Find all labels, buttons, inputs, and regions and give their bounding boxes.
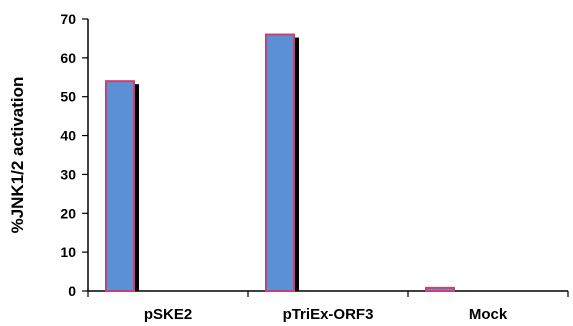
bars (105, 33, 459, 293)
bar-1 (265, 33, 295, 293)
y-tick-label: 0 (68, 283, 76, 299)
category-label: pSKE2 (144, 306, 192, 323)
category-label: Mock (469, 306, 508, 323)
y-tick-label: 40 (60, 128, 76, 144)
category-labels: pSKE2 pTriEx-ORF3 Mock (144, 306, 508, 323)
y-ticks: 0 10 20 30 40 50 60 70 (60, 11, 88, 299)
y-tick-label: 70 (60, 11, 76, 27)
y-tick-label: 20 (60, 205, 76, 221)
y-tick-label: 10 (60, 244, 76, 260)
y-tick-label: 50 (60, 89, 76, 105)
axes (87, 19, 568, 292)
bar-0 (105, 80, 135, 292)
x-ticks (87, 291, 569, 297)
y-tick-label: 30 (60, 166, 76, 182)
y-axis-title: %JNK1/2 activation (8, 77, 27, 234)
y-tick-label: 60 (60, 50, 76, 66)
bar-2 (425, 286, 455, 292)
category-label: pTriEx-ORF3 (283, 306, 374, 323)
